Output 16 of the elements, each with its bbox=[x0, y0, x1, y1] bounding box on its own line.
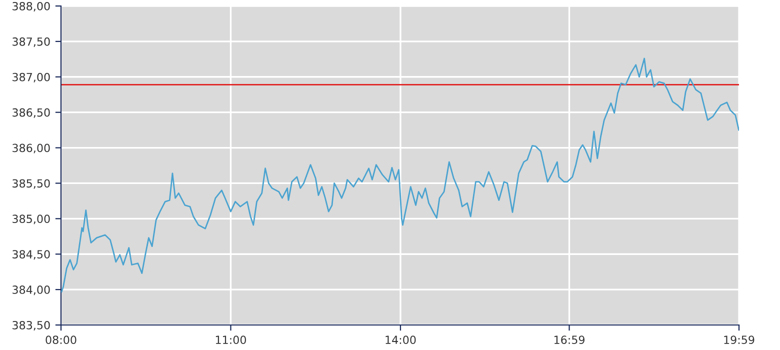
y-tick-label: 387,50 bbox=[12, 37, 50, 47]
x-tick-label: 19:59 bbox=[724, 336, 754, 344]
x-tick-label: 16:59 bbox=[554, 336, 584, 344]
x-tick-label: 14:00 bbox=[386, 336, 416, 344]
y-tick-label: 386,00 bbox=[12, 144, 50, 154]
x-tick-label: 08:00 bbox=[46, 336, 76, 344]
y-tick-label: 387,00 bbox=[12, 72, 50, 82]
y-tick-label: 383,50 bbox=[12, 320, 50, 331]
x-tick-label: 11:00 bbox=[216, 336, 246, 344]
y-tick-label: 388,00 bbox=[12, 2, 50, 12]
y-tick-label: 385,50 bbox=[12, 179, 50, 189]
y-tick-label: 385,00 bbox=[12, 214, 50, 224]
y-tick-label: 384,00 bbox=[12, 286, 50, 296]
line-series bbox=[61, 58, 739, 292]
y-tick-label: 386,50 bbox=[12, 108, 50, 118]
y-tick-label: 384,50 bbox=[12, 250, 50, 260]
